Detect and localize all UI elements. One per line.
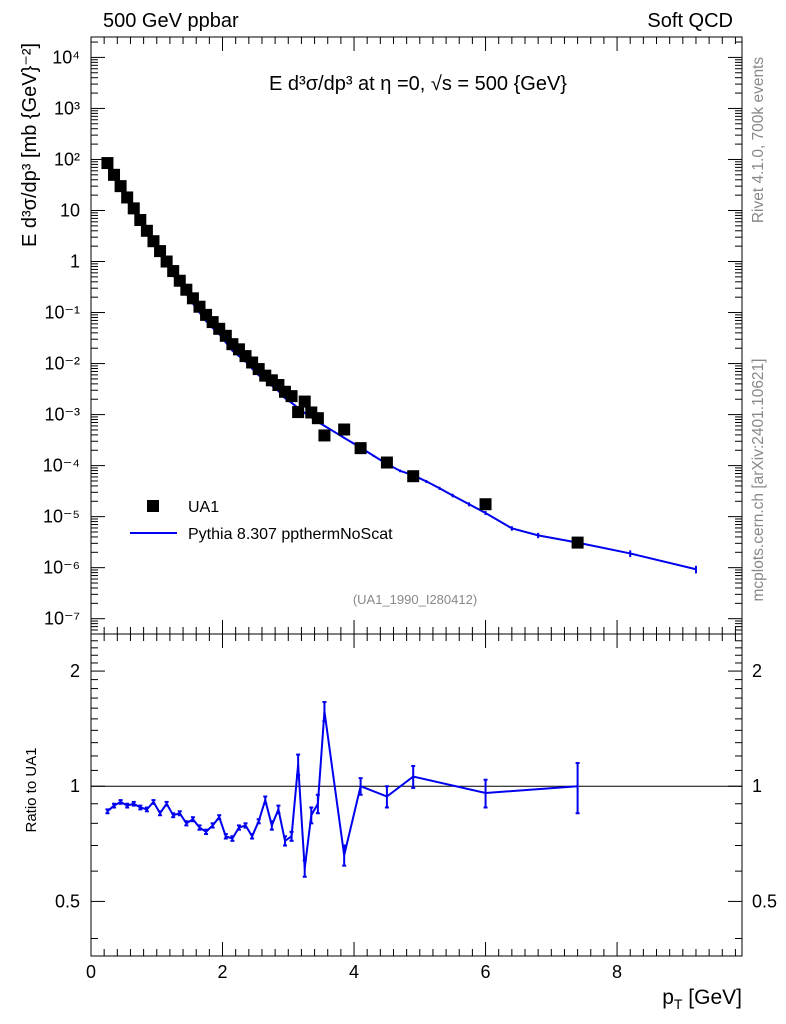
data-point	[134, 214, 147, 227]
ratio-y-tick-label-right: 2	[752, 661, 762, 681]
data-point	[380, 456, 393, 469]
ratio-y-tick-label-left: 0.5	[55, 891, 80, 911]
main-axis-ticks	[90, 37, 742, 634]
header-right-label: Soft QCD	[647, 10, 733, 32]
main-y-tick-label: 10⁻¹	[44, 303, 80, 323]
data-point	[318, 429, 331, 442]
legend: UA1 Pythia 8.307 ppthermNoScat	[130, 499, 393, 543]
main-y-tick-label: 10⁻³	[44, 405, 80, 425]
data-point	[167, 265, 180, 278]
legend-mc-label: Pythia 8.307 ppthermNoScat	[188, 526, 393, 543]
x-axis-label: pT [GeV]	[662, 986, 742, 1012]
data-point	[114, 180, 127, 193]
main-y-axis-label: E d³σ/dp³ [mb {GeV}⁻²]	[19, 43, 41, 247]
ratio-panel-frame	[90, 633, 743, 957]
data-point	[285, 390, 298, 403]
main-y-tick-label: 1	[70, 252, 80, 272]
ratio-y-axis-label: Ratio to UA1	[23, 747, 40, 832]
main-y-tick-label: 10⁻²	[44, 354, 80, 374]
ratio-y-tick-labels-right: 0.5 1 2	[752, 661, 777, 911]
main-y-tick-label: 10⁻⁴	[43, 456, 80, 476]
data-point	[147, 235, 160, 248]
ratio-panel: 0.5 1 2 0.5 1 2 0 2 4 6 8 Ratio to UA1 pT [GeV]	[23, 633, 777, 1012]
ratio-y-tick-label-right: 0.5	[752, 891, 777, 911]
data-point	[127, 202, 140, 215]
legend-data-label: UA1	[188, 499, 219, 516]
data-point	[292, 406, 305, 419]
main-y-tick-label: 10³	[54, 98, 80, 118]
data-point	[571, 536, 584, 549]
ratio-y-tick-label-left: 2	[70, 661, 80, 681]
main-y-tick-label: 10⁻⁵	[43, 507, 80, 527]
data-point	[479, 498, 492, 511]
data-point	[140, 224, 153, 237]
ratio-axis-ticks	[90, 634, 742, 956]
x-tick-label: 8	[612, 962, 622, 982]
mcplots-source-label: mcplots.cern.ch [arXiv:2401.10621]	[750, 359, 767, 602]
main-y-tick-label: 10⁴	[52, 47, 80, 67]
data-point	[338, 423, 351, 436]
data-point	[108, 168, 121, 181]
x-tick-label: 6	[481, 962, 491, 982]
ratio-y-tick-label-right: 1	[752, 776, 762, 796]
x-tick-label: 2	[218, 962, 228, 982]
rivet-version-label: Rivet 4.1.0, 700k events	[750, 57, 767, 224]
main-y-tick-label: 10	[60, 200, 80, 220]
main-panel: 10⁻⁷ 10⁻⁶ 10⁻⁵ 10⁻⁴ 10⁻³ 10⁻² 10⁻¹ 1 10 10² 10³ 10⁴…	[19, 36, 743, 635]
data-point	[298, 395, 311, 408]
data-point	[407, 470, 420, 483]
data-point	[311, 412, 324, 425]
data-point	[354, 442, 367, 455]
x-tick-labels: 0 2 4 6 8	[86, 962, 622, 982]
data-point	[160, 255, 173, 268]
main-y-tick-label: 10²	[54, 149, 80, 169]
data-point	[101, 157, 114, 170]
legend-data-marker	[147, 500, 159, 512]
ratio-line	[106, 711, 578, 869]
main-y-tick-labels: 10⁻⁷ 10⁻⁶ 10⁻⁵ 10⁻⁴ 10⁻³ 10⁻² 10⁻¹ 1 10 10² 10³ 10⁴	[43, 47, 80, 628]
main-title: E d³σ/dp³ at η =0, √s = 500 {GeV}	[269, 73, 567, 95]
data-point	[121, 191, 134, 204]
x-tick-label: 0	[86, 962, 96, 982]
data-series-main	[101, 157, 584, 549]
mc-series-ratio	[105, 701, 580, 878]
data-point	[154, 245, 167, 258]
ratio-y-tick-label-left: 1	[70, 776, 80, 796]
main-y-tick-label: 10⁻⁶	[43, 558, 80, 578]
analysis-watermark: (UA1_1990_I280412)	[353, 592, 477, 607]
header-left-label: 500 GeV ppbar	[103, 10, 239, 32]
x-tick-label: 4	[349, 962, 359, 982]
main-y-tick-label: 10⁻⁷	[44, 609, 80, 629]
ratio-y-tick-labels-left: 0.5 1 2	[55, 661, 80, 911]
